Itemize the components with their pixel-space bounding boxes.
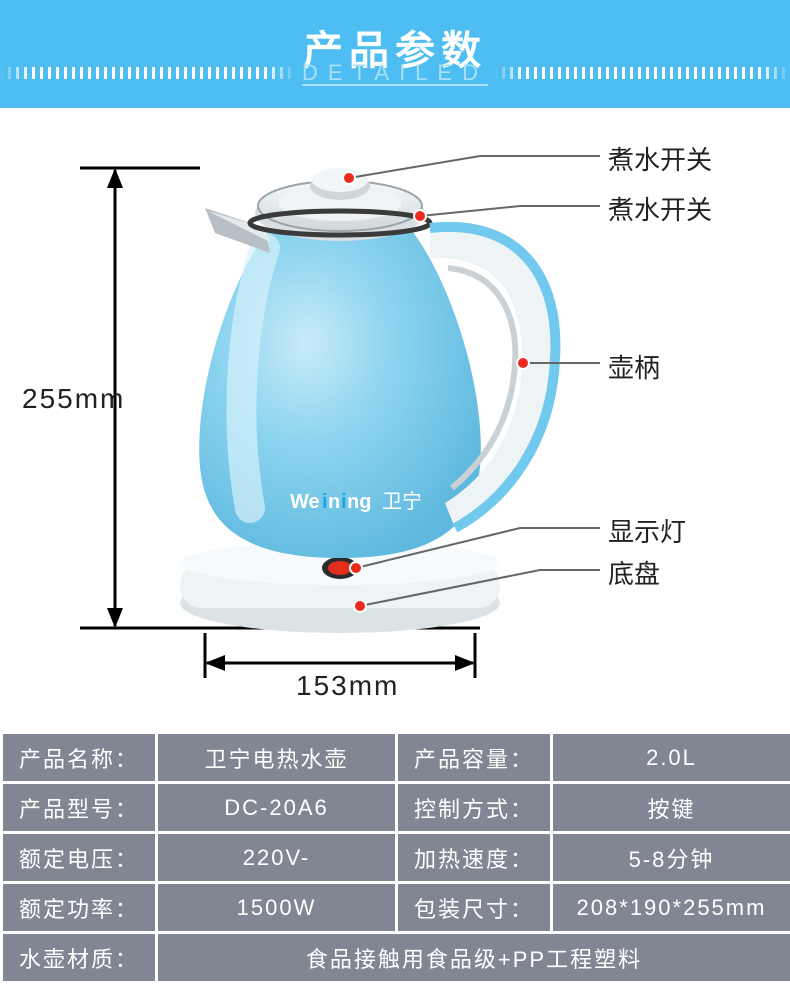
- spec-key: 产品容量：: [397, 733, 552, 783]
- table-row: 产品型号： DC-20A6 控制方式： 按键: [2, 783, 790, 833]
- table-row: 水壶材质： 食品接触用食品级+PP工程塑料: [2, 933, 790, 983]
- spec-value: 卫宁电热水壶: [157, 733, 397, 783]
- spec-value: 1500W: [157, 883, 397, 933]
- spec-key: 加热速度：: [397, 833, 552, 883]
- brand-cn: 卫宁: [382, 490, 422, 513]
- product-diagram: We i n i ng 卫宁 255mm 153mm 煮水开关 煮水开关 壶柄 …: [0, 108, 790, 720]
- spec-key: 产品型号：: [2, 783, 157, 833]
- svg-text:We: We: [290, 491, 320, 513]
- callout-base: 底盘: [608, 554, 660, 591]
- spec-value: 按键: [552, 783, 790, 833]
- tick-right: [494, 67, 790, 79]
- dim-height: 255mm: [22, 383, 125, 415]
- spec-key: 水壶材质：: [2, 933, 157, 983]
- banner-subtitle: DETAILED: [302, 60, 488, 86]
- callout-boil-switch-1: 煮水开关: [608, 140, 712, 177]
- spec-value: 208*190*255mm: [552, 883, 790, 933]
- svg-text:ng: ng: [347, 491, 371, 513]
- callout-indicator: 显示灯: [608, 512, 686, 549]
- banner-ruler: DETAILED: [0, 72, 790, 74]
- table-row: 额定功率： 1500W 包装尺寸： 208*190*255mm: [2, 883, 790, 933]
- spec-value: 食品接触用食品级+PP工程塑料: [157, 933, 790, 983]
- callout-handle: 壶柄: [608, 348, 660, 385]
- dim-width: 153mm: [296, 670, 399, 702]
- callout-boil-switch-2: 煮水开关: [608, 190, 712, 227]
- table-row: 额定电压： 220V- 加热速度： 5-8分钟: [2, 833, 790, 883]
- spec-value: DC-20A6: [157, 783, 397, 833]
- spec-key: 控制方式：: [397, 783, 552, 833]
- spec-key: 产品名称：: [2, 733, 157, 783]
- svg-text:n: n: [328, 491, 340, 513]
- spec-value: 5-8分钟: [552, 833, 790, 883]
- spec-key: 额定电压：: [2, 833, 157, 883]
- svg-text:i: i: [341, 491, 347, 513]
- spec-value: 2.0L: [552, 733, 790, 783]
- spec-key: 包装尺寸：: [397, 883, 552, 933]
- header-banner: 产品参数 DETAILED: [0, 0, 790, 108]
- svg-text:i: i: [322, 491, 328, 513]
- table-row: 产品名称： 卫宁电热水壶 产品容量： 2.0L: [2, 733, 790, 783]
- spec-key: 额定功率：: [2, 883, 157, 933]
- spec-table: 产品名称： 卫宁电热水壶 产品容量： 2.0L 产品型号： DC-20A6 控制…: [0, 731, 790, 984]
- spec-value: 220V-: [157, 833, 397, 883]
- tick-left: [0, 67, 296, 79]
